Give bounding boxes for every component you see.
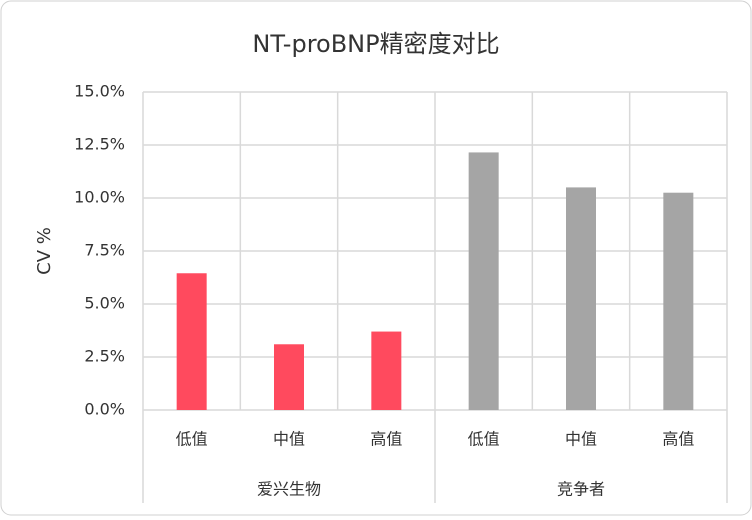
y-tick-label: 0.0% [84, 400, 125, 419]
bar [371, 331, 402, 410]
chart-title: NT-proBNP精密度对比 [252, 30, 499, 58]
y-tick-label: 15.0% [74, 82, 125, 101]
y-tick-label: 10.0% [74, 188, 125, 207]
x-tick-label: 高值 [370, 430, 402, 449]
bar [566, 187, 596, 410]
y-axis-label: CV % [34, 227, 55, 275]
y-tick-label: 12.5% [74, 135, 125, 154]
x-tick-label: 中值 [273, 430, 305, 449]
y-tick-label: 5.0% [84, 294, 125, 313]
y-tick-label: 7.5% [84, 241, 125, 260]
x-tick-label: 低值 [176, 430, 208, 449]
x-tick-label: 高值 [662, 430, 694, 449]
bar [176, 273, 207, 410]
bar [274, 344, 304, 410]
group-label: 竞争者 [557, 480, 605, 499]
bar [468, 152, 499, 411]
x-tick-label: 低值 [468, 430, 500, 449]
group-label: 爱兴生物 [257, 480, 321, 499]
x-tick-label: 中值 [565, 430, 597, 449]
bar [663, 192, 694, 410]
y-tick-label: 2.5% [84, 347, 125, 366]
